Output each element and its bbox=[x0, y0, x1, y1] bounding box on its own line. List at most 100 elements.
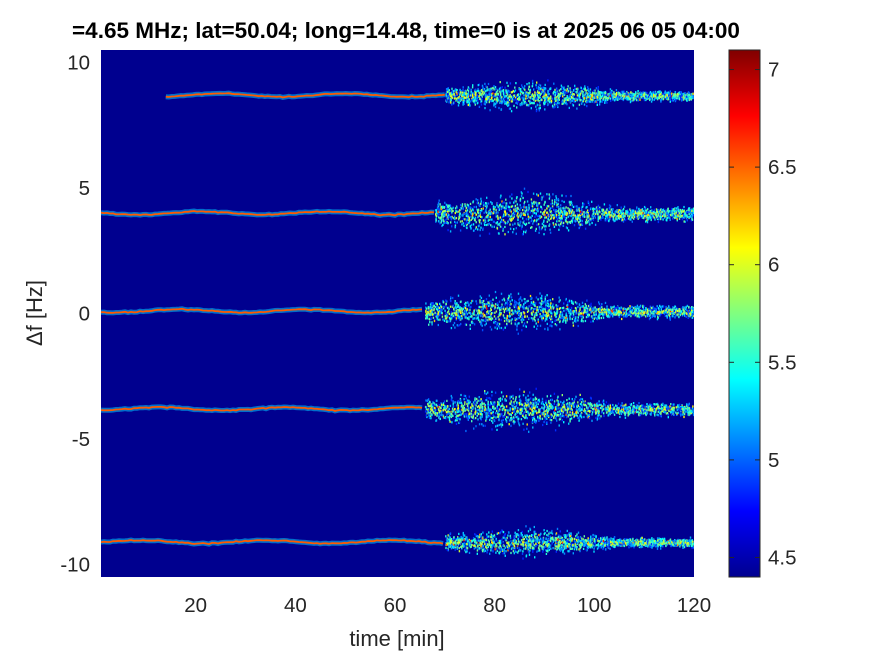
spread-pixel bbox=[576, 205, 578, 208]
spread-pixel bbox=[661, 214, 664, 218]
spread-pixel bbox=[509, 201, 511, 204]
spread-pixel bbox=[601, 308, 604, 311]
spread-pixel bbox=[472, 229, 475, 232]
spread-pixel bbox=[560, 316, 562, 319]
spread-pixel bbox=[548, 314, 550, 317]
spread-pixel bbox=[451, 208, 453, 211]
spread-pixel bbox=[521, 299, 523, 302]
spread-pixel bbox=[503, 221, 505, 224]
spread-pixel bbox=[524, 98, 526, 101]
spread-pixel bbox=[561, 87, 563, 90]
spread-pixel bbox=[539, 89, 541, 92]
spread-pixel bbox=[503, 297, 505, 300]
spread-pixel bbox=[560, 219, 562, 222]
spread-pixel bbox=[674, 94, 676, 97]
spread-pixel bbox=[437, 323, 439, 327]
spread-pixel bbox=[629, 310, 631, 313]
spread-pixel bbox=[476, 201, 479, 204]
spread-pixel bbox=[559, 311, 562, 314]
spread-pixel bbox=[529, 100, 531, 103]
spread-pixel bbox=[485, 223, 488, 227]
spread-pixel bbox=[532, 222, 534, 225]
spread-pixel bbox=[617, 312, 619, 315]
spread-pixel bbox=[496, 307, 499, 310]
spread-pixel bbox=[589, 91, 592, 94]
spread-pixel bbox=[664, 95, 667, 98]
spread-pixel bbox=[462, 222, 465, 225]
spread-pixel bbox=[503, 309, 506, 312]
spread-pixel bbox=[544, 310, 547, 313]
spread-pixel bbox=[637, 217, 639, 220]
spread-pixel bbox=[450, 216, 453, 220]
spread-pixel bbox=[596, 308, 598, 311]
spread-pixel bbox=[593, 92, 596, 95]
spread-pixel bbox=[545, 317, 548, 320]
spread-pixel bbox=[512, 223, 514, 226]
spread-pixel bbox=[577, 214, 580, 217]
spread-pixel bbox=[642, 214, 644, 217]
spread-pixel bbox=[466, 226, 468, 230]
spread-pixel bbox=[550, 99, 553, 102]
spread-pixel bbox=[491, 99, 493, 103]
spread-pixel bbox=[462, 91, 464, 94]
spread-pixel bbox=[497, 322, 499, 325]
spread-pixel bbox=[558, 102, 560, 105]
spread-pixel bbox=[570, 299, 573, 303]
spread-pixel bbox=[451, 305, 454, 308]
spread-pixel bbox=[475, 92, 477, 95]
spread-pixel bbox=[588, 203, 590, 206]
spread-pixel bbox=[460, 203, 462, 207]
spread-pixel bbox=[510, 293, 512, 296]
spread-pixel bbox=[558, 307, 561, 310]
spread-pixel bbox=[468, 303, 470, 306]
spread-pixel bbox=[579, 308, 581, 311]
spread-pixel bbox=[593, 306, 595, 309]
spread-pixel bbox=[629, 307, 631, 310]
spread-pixel bbox=[565, 226, 568, 229]
spread-pixel bbox=[539, 315, 541, 318]
spread-pixel bbox=[455, 209, 457, 213]
spread-pixel bbox=[506, 309, 508, 312]
spread-pixel bbox=[470, 305, 472, 308]
spread-pixel bbox=[568, 106, 570, 109]
spread-pixel bbox=[484, 203, 487, 206]
spread-pixel bbox=[444, 314, 446, 318]
spread-pixel bbox=[581, 209, 583, 212]
spread-pixel bbox=[635, 210, 638, 213]
spread-pixel bbox=[672, 213, 675, 216]
spread-pixel bbox=[426, 317, 428, 320]
spread-pixel bbox=[517, 222, 519, 225]
spread-pixel bbox=[647, 95, 650, 98]
spread-pixel bbox=[664, 309, 667, 312]
spread-pixel bbox=[577, 94, 579, 98]
spread-pixel bbox=[540, 228, 543, 231]
spread-pixel bbox=[461, 309, 464, 312]
spread-pixel bbox=[524, 301, 527, 304]
spread-pixel bbox=[551, 305, 554, 308]
spread-pixel bbox=[509, 95, 511, 98]
spread-pixel bbox=[574, 220, 577, 223]
spread-pixel bbox=[659, 94, 662, 97]
spread-pixel bbox=[475, 221, 477, 224]
spread-pixel bbox=[515, 310, 517, 313]
spread-pixel bbox=[432, 309, 434, 312]
spread-pixel bbox=[581, 301, 584, 304]
spread-pixel bbox=[493, 321, 495, 324]
spread-pixel bbox=[572, 95, 575, 98]
spread-pixel bbox=[466, 94, 469, 97]
spread-pixel bbox=[550, 306, 552, 309]
spread-pixel bbox=[565, 89, 568, 92]
spread-pixel bbox=[549, 195, 551, 198]
spread-pixel bbox=[479, 219, 481, 222]
spread-pixel bbox=[617, 98, 619, 101]
spread-pixel bbox=[459, 318, 462, 321]
spread-pixel bbox=[692, 210, 694, 213]
spread-pixel bbox=[584, 89, 586, 92]
spread-pixel bbox=[624, 92, 626, 95]
spread-pixel bbox=[516, 302, 518, 305]
spread-pixel bbox=[586, 307, 588, 310]
spread-pixel bbox=[601, 208, 603, 211]
spread-pixel bbox=[508, 98, 511, 101]
spread-pixel bbox=[670, 212, 672, 215]
spread-pixel bbox=[543, 213, 545, 216]
